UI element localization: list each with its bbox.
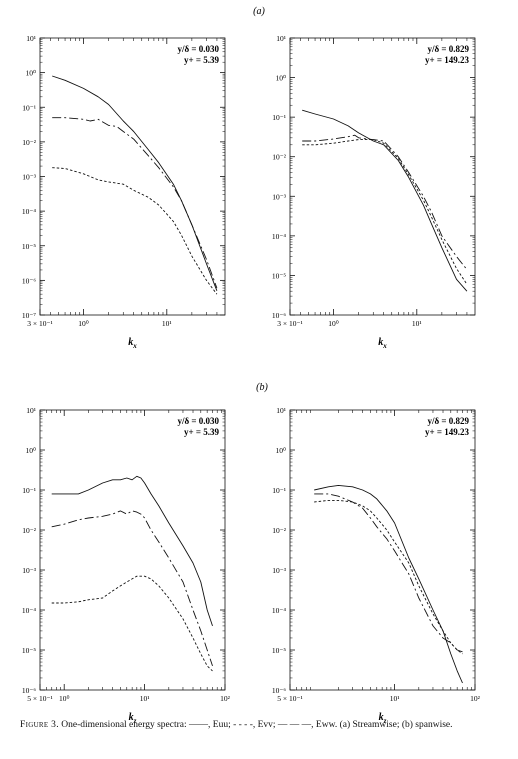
- y-tick-label: 10⁻¹: [272, 486, 286, 495]
- series-line-solid: [52, 76, 217, 291]
- x-axis-label: kx: [128, 337, 137, 350]
- x-tick-label: 10²: [220, 694, 231, 703]
- y-tick-label: 10⁻⁵: [272, 271, 286, 280]
- x-tick-label: 10⁰: [78, 319, 89, 328]
- panel-annotation: y+ = 149.23: [425, 55, 470, 65]
- series-line-dot: [302, 140, 467, 285]
- y-tick-label: 10¹: [276, 34, 286, 43]
- part-a-label: (a): [253, 6, 265, 17]
- y-tick-label: 10⁻⁶: [22, 686, 36, 695]
- panel-annotation: y+ = 149.23: [425, 427, 470, 437]
- y-tick-label: 10⁻⁵: [22, 646, 36, 655]
- chart-panel-b-right: 5 × 10⁻¹ 10¹ 10² 10¹ 10⁰ 10⁻¹ 10⁻² 10⁻³ 10⁻⁴ 10⁻⁵…: [272, 406, 481, 725]
- chart-panel-a-left: 3 × 10⁻¹ 10⁰ 10¹ 10¹ 10⁰ 10⁻¹ 10⁻² 10⁻³ 10⁻⁴ 10⁻⁵…: [22, 34, 225, 350]
- series-line-solid: [52, 476, 213, 626]
- panel-annotation: y/δ = 0.829: [427, 44, 469, 54]
- panel-annotation: y+ = 5.39: [184, 427, 220, 437]
- y-tick-label: 10⁻⁴: [272, 232, 286, 241]
- y-tick-label: 10⁻²: [22, 526, 36, 535]
- x-tick-label: 3 × 10⁻¹: [277, 319, 302, 328]
- y-tick-label: 10⁻³: [272, 566, 286, 575]
- x-tick-label: 10⁰: [59, 694, 70, 703]
- series-line-dash: [52, 511, 213, 666]
- y-tick-label: 10¹: [26, 34, 36, 43]
- series-line-dot: [52, 168, 217, 295]
- x-tick-label: 10¹: [412, 319, 422, 328]
- chart-panel-b-left: 5 × 10⁻¹ 10⁰ 10¹ 10² 10¹ 10⁰ 10⁻¹ 10⁻² 10⁻³ 10⁻⁴ 1…: [22, 406, 231, 725]
- x-tick-label: 10²: [470, 694, 481, 703]
- series-line-dash: [52, 118, 217, 288]
- x-tick-label: 10¹: [140, 694, 150, 703]
- y-tick-label: 10⁻²: [272, 526, 286, 535]
- y-tick-label: 10⁻⁵: [272, 646, 286, 655]
- y-tick-label: 10⁻⁴: [22, 207, 36, 216]
- y-tick-label: 10⁰: [25, 69, 36, 78]
- x-axis-label: kx: [378, 337, 387, 350]
- plot-frame: [290, 410, 475, 690]
- x-tick-label: 5 × 10⁻¹: [27, 694, 52, 703]
- chart-panel-a-right: 3 × 10⁻¹ 10⁰ 10¹ 10¹ 10⁰ 10⁻¹ 10⁻² 10⁻³ 10⁻⁴ 10⁻⁵…: [272, 34, 475, 350]
- y-tick-label: 10⁻⁶: [272, 311, 286, 320]
- y-tick-label: 10⁻¹: [22, 103, 36, 112]
- y-tick-label: 10⁻⁶: [22, 276, 36, 285]
- y-tick-label: 10⁻³: [272, 192, 286, 201]
- y-tick-label: 10⁰: [275, 74, 286, 83]
- panel-annotation: y/δ = 0.030: [177, 416, 219, 426]
- panel-annotation: y+ = 5.39: [184, 55, 220, 65]
- y-tick-label: 10⁻²: [272, 153, 286, 162]
- series-line-dot: [314, 500, 462, 654]
- y-tick-label: 10⁻³: [22, 566, 36, 575]
- caption-text: One-dimensional energy spectra: ——, Euu;…: [61, 720, 452, 730]
- y-tick-label: 10¹: [276, 406, 286, 415]
- x-tick-label: 10¹: [390, 694, 400, 703]
- x-tick-label: 5 × 10⁻¹: [277, 694, 302, 703]
- series-line-dot: [52, 576, 213, 671]
- x-tick-label: 10⁰: [328, 319, 339, 328]
- plot-frame: [40, 38, 225, 315]
- y-tick-label: 10⁻²: [22, 138, 36, 147]
- y-tick-label: 10⁻¹: [272, 113, 286, 122]
- x-tick-label: 10¹: [162, 319, 172, 328]
- y-tick-label: 10⁻⁵: [22, 242, 36, 251]
- series-line-solid: [314, 485, 462, 683]
- series-line-solid: [302, 110, 467, 291]
- series-line-dash: [314, 494, 462, 652]
- y-tick-label: 10⁻¹: [22, 486, 36, 495]
- plot-frame: [290, 38, 475, 315]
- plot-frame: [40, 410, 225, 690]
- y-tick-label: 10⁰: [25, 446, 36, 455]
- y-tick-label: 10⁻⁶: [272, 686, 286, 695]
- y-tick-label: 10⁻⁷: [22, 311, 36, 320]
- y-tick-label: 10⁰: [275, 446, 286, 455]
- y-tick-label: 10⁻³: [22, 173, 36, 182]
- y-tick-label: 10⁻⁴: [22, 606, 36, 615]
- y-tick-label: 10¹: [26, 406, 36, 415]
- x-tick-label: 3 × 10⁻¹: [27, 319, 52, 328]
- figure-caption: Figure 3. One-dimensional energy spectra…: [20, 719, 510, 731]
- part-b-label: (b): [256, 382, 268, 393]
- panel-annotation: y/δ = 0.829: [427, 416, 469, 426]
- y-tick-label: 10⁻⁴: [272, 606, 286, 615]
- panel-annotation: y/δ = 0.030: [177, 44, 219, 54]
- figure-label: Figure 3.: [20, 720, 59, 730]
